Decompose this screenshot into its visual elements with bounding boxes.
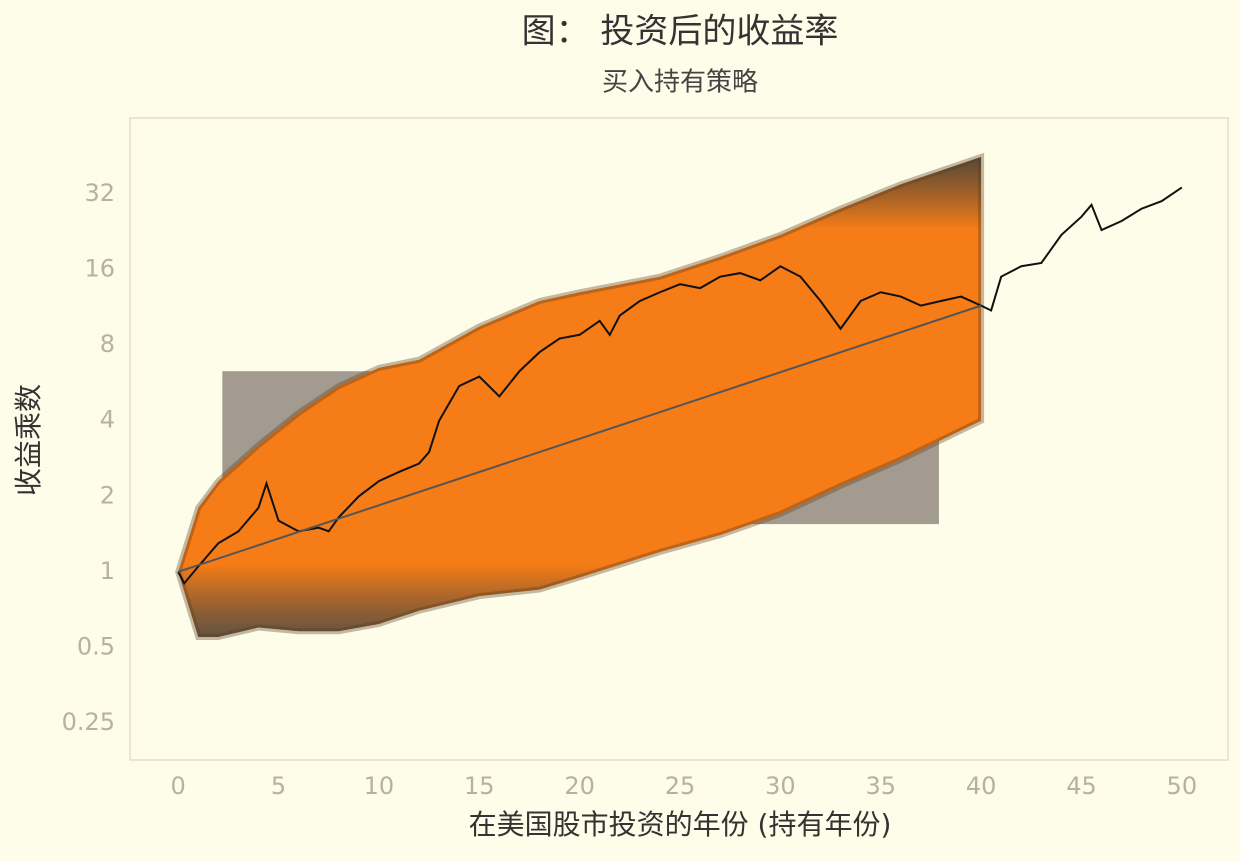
y-tick-label: 2 <box>100 481 115 509</box>
x-tick-label: 35 <box>865 772 896 800</box>
x-tick-label: 5 <box>271 772 286 800</box>
x-tick-label: 30 <box>765 772 796 800</box>
y-axis-label: 收益乘数 <box>12 384 45 496</box>
y-tick-label: 1 <box>100 557 115 585</box>
y-tick-label: 4 <box>100 406 115 434</box>
x-tick-label: 15 <box>464 772 495 800</box>
y-tick-label: 16 <box>84 255 115 283</box>
x-tick-label: 40 <box>966 772 997 800</box>
plot-frame <box>129 117 1229 761</box>
chart-subtitle: 买入持有策略 <box>602 68 758 98</box>
x-tick-label: 20 <box>564 772 595 800</box>
x-tick-label: 25 <box>665 772 696 800</box>
x-tick-label: 0 <box>171 772 186 800</box>
x-axis-label: 在美国股市投资的年份 (持有年份) <box>469 808 892 841</box>
series-line <box>177 186 1183 586</box>
y-tick-label: 0.25 <box>62 708 115 736</box>
y-tick-label: 0.5 <box>77 632 115 660</box>
x-tick-label: 45 <box>1066 772 1097 800</box>
y-tick-label: 8 <box>100 330 115 358</box>
x-tick-label: 50 <box>1167 772 1198 800</box>
series-line <box>177 304 982 573</box>
y-tick-label: 32 <box>84 179 115 207</box>
chart-title: 图： 投资后的收益率 <box>522 12 839 52</box>
x-tick-label: 10 <box>364 772 395 800</box>
simulation-band <box>175 152 985 641</box>
